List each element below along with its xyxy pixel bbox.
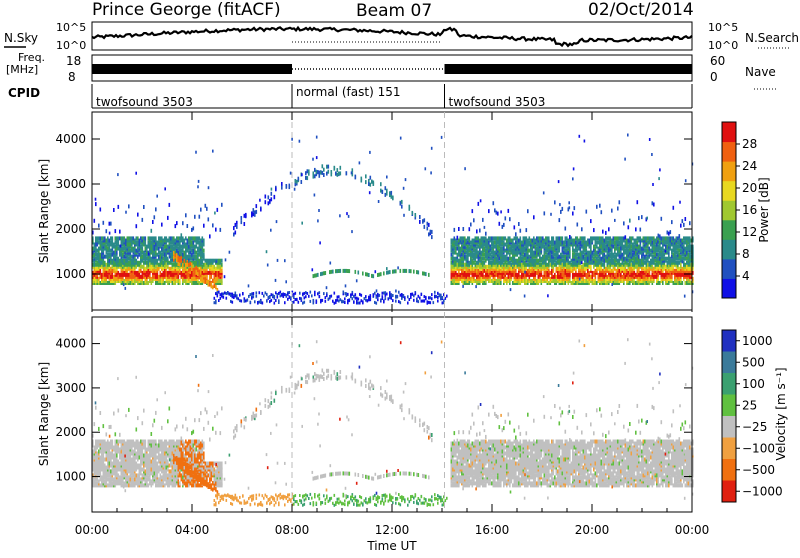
velocity-colorbar: 1000 500 100 25 −25 −100 −500 −1000 Velocity [m… bbox=[722, 330, 788, 503]
y-tick-label: 1000 bbox=[55, 470, 86, 484]
x-tick-label: 00:00 bbox=[675, 523, 710, 537]
velocity-heatmap-cells bbox=[92, 338, 694, 507]
y-tick-label: 4000 bbox=[55, 337, 86, 351]
noise-tick-high: 10^5 bbox=[56, 21, 86, 34]
power-ylabel: Slant Range [km] bbox=[37, 159, 51, 263]
noise-tick-low: 10^0 bbox=[56, 39, 86, 52]
power-colorbar: 28 24 20 16 12 8 4 Power [dB] bbox=[722, 122, 771, 299]
noise-sky-label: N.Sky bbox=[4, 31, 38, 45]
colorbar-swatch bbox=[722, 161, 736, 181]
colorbar-tick: 8 bbox=[742, 247, 750, 261]
noise-tick-low-right: 10^0 bbox=[708, 39, 738, 52]
x-tick-label: 08:00 bbox=[275, 523, 310, 537]
y-tick-label: 2000 bbox=[55, 425, 86, 439]
beam-title: Beam 07 bbox=[356, 1, 432, 21]
x-tick-label: 00:00 bbox=[75, 523, 110, 537]
colorbar-swatch bbox=[722, 181, 736, 201]
velocity-colorbar-label: Velocity [m s⁻¹] bbox=[774, 367, 788, 460]
nave-tick-high: 60 bbox=[710, 54, 725, 68]
colorbar-swatch bbox=[722, 278, 736, 298]
noise-panel: N.Sky 10^5 10^0 10^5 10^0 N.Search bbox=[4, 21, 799, 52]
colorbar-swatch bbox=[722, 459, 736, 481]
colorbar-swatch bbox=[722, 239, 736, 259]
y-tick-label: 4000 bbox=[55, 132, 86, 146]
date-title: 02/Oct/2014 bbox=[588, 0, 694, 20]
colorbar-swatch bbox=[722, 438, 736, 460]
colorbar-tick: 24 bbox=[742, 159, 757, 173]
freq-tick-low: 8 bbox=[68, 70, 76, 84]
colorbar-swatch bbox=[722, 330, 736, 352]
colorbar-swatch bbox=[722, 352, 736, 374]
x-tick-label: 20:00 bbox=[575, 523, 610, 537]
colorbar-swatch bbox=[722, 200, 736, 220]
cpid-segment-label: twofsound 3503 bbox=[96, 95, 193, 109]
cpid-strip: twofsound 3503 normal (fast) 151 twofsou… bbox=[92, 84, 692, 109]
x-tick-label: 12:00 bbox=[375, 523, 410, 537]
noise-sky-line bbox=[92, 27, 692, 45]
colorbar-tick: 100 bbox=[742, 377, 765, 391]
freq-label-2: [MHz] bbox=[6, 63, 38, 76]
freq-bar-segment bbox=[92, 64, 292, 74]
colorbar-tick: 4 bbox=[742, 269, 750, 283]
y-tick-label: 3000 bbox=[55, 177, 86, 191]
freq-bar-segment bbox=[445, 64, 693, 74]
velocity-panel: 1000 2000 3000 4000 Slant Range [km] bbox=[37, 317, 694, 512]
colorbar-swatch bbox=[722, 373, 736, 395]
colorbar-tick: 1000 bbox=[742, 334, 773, 348]
power-colorbar-label: Power [dB] bbox=[757, 177, 771, 242]
y-tick-label: 3000 bbox=[55, 381, 86, 395]
power-heatmap-cells bbox=[92, 134, 694, 305]
y-tick-label: 2000 bbox=[55, 222, 86, 236]
colorbar-tick: −1000 bbox=[742, 484, 783, 498]
colorbar-tick: −25 bbox=[742, 420, 767, 434]
colorbar-swatch bbox=[722, 481, 736, 503]
colorbar-tick: 20 bbox=[742, 181, 757, 195]
noise-tick-high-right: 10^5 bbox=[708, 21, 738, 34]
cpid-label: CPID bbox=[8, 86, 40, 100]
colorbar-swatch bbox=[722, 122, 736, 142]
colorbar-tick: 500 bbox=[742, 355, 765, 369]
colorbar-tick: 25 bbox=[742, 398, 757, 412]
colorbar-tick: −500 bbox=[742, 463, 775, 477]
cpid-separators bbox=[292, 112, 445, 512]
colorbar-swatch bbox=[722, 395, 736, 417]
colorbar-swatch bbox=[722, 142, 736, 162]
x-tick-label: 04:00 bbox=[175, 523, 210, 537]
nave-label: Nave bbox=[745, 65, 776, 79]
freq-tick-high: 18 bbox=[66, 54, 81, 68]
time-axis-label: Time UT bbox=[366, 539, 417, 553]
cpid-segment-label: normal (fast) 151 bbox=[296, 85, 400, 99]
station-title: Prince George (fitACF) bbox=[92, 0, 281, 20]
velocity-ylabel: Slant Range [km] bbox=[37, 362, 51, 466]
colorbar-swatch bbox=[722, 416, 736, 438]
noise-search-label: N.Search bbox=[745, 31, 799, 45]
y-tick-label: 1000 bbox=[55, 267, 86, 281]
colorbar-tick: 16 bbox=[742, 203, 757, 217]
colorbar-tick: 12 bbox=[742, 225, 757, 239]
colorbar-tick: 28 bbox=[742, 137, 757, 151]
colorbar-swatch bbox=[722, 259, 736, 279]
cpid-segment-label: twofsound 3503 bbox=[449, 95, 546, 109]
colorbar-tick: −100 bbox=[742, 441, 775, 455]
power-panel: 1000 2000 3000 4000 Slant Range [km] bbox=[37, 112, 694, 310]
colorbar-swatch bbox=[722, 220, 736, 240]
x-tick-label: 16:00 bbox=[475, 523, 510, 537]
nave-tick-low: 0 bbox=[710, 70, 718, 84]
